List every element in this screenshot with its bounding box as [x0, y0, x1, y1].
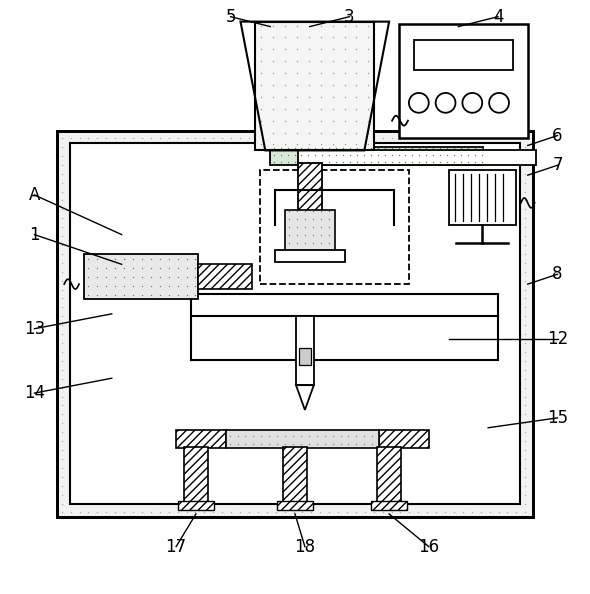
Circle shape — [463, 93, 482, 113]
Bar — [296, 316, 314, 385]
Circle shape — [435, 93, 455, 113]
Bar — [275, 251, 345, 263]
Bar — [184, 447, 208, 504]
Text: 1: 1 — [29, 226, 40, 244]
Text: 5: 5 — [225, 8, 236, 26]
Text: 7: 7 — [552, 156, 563, 174]
Bar — [84, 254, 198, 299]
Bar — [270, 147, 483, 165]
Bar — [414, 40, 513, 70]
Text: 13: 13 — [24, 320, 45, 338]
Bar — [371, 501, 407, 510]
Circle shape — [409, 93, 429, 113]
Text: 4: 4 — [493, 8, 503, 26]
Text: A: A — [29, 186, 40, 204]
Bar — [277, 501, 313, 510]
Bar — [448, 170, 516, 225]
Bar — [299, 347, 311, 365]
Text: 3: 3 — [344, 8, 355, 26]
Text: 6: 6 — [552, 127, 563, 144]
Bar — [198, 264, 253, 289]
Bar — [379, 429, 429, 447]
Bar — [70, 144, 520, 504]
Bar — [377, 447, 401, 504]
Bar — [298, 150, 536, 165]
Bar — [178, 501, 214, 510]
Bar — [260, 170, 409, 284]
Text: 12: 12 — [547, 330, 568, 347]
Text: 8: 8 — [552, 265, 563, 283]
Text: 15: 15 — [547, 409, 568, 427]
Bar — [255, 21, 374, 150]
Bar — [57, 131, 533, 517]
Text: 14: 14 — [24, 384, 45, 402]
Bar — [225, 429, 379, 447]
Bar — [283, 447, 307, 504]
Circle shape — [489, 93, 509, 113]
Text: 16: 16 — [418, 538, 440, 555]
Polygon shape — [296, 385, 314, 410]
Text: 17: 17 — [166, 538, 186, 555]
Bar — [57, 131, 533, 517]
Bar — [176, 429, 225, 447]
Bar — [399, 24, 528, 138]
Bar — [285, 210, 335, 254]
Bar — [298, 163, 322, 233]
Text: 18: 18 — [294, 538, 316, 555]
Bar — [191, 294, 498, 316]
